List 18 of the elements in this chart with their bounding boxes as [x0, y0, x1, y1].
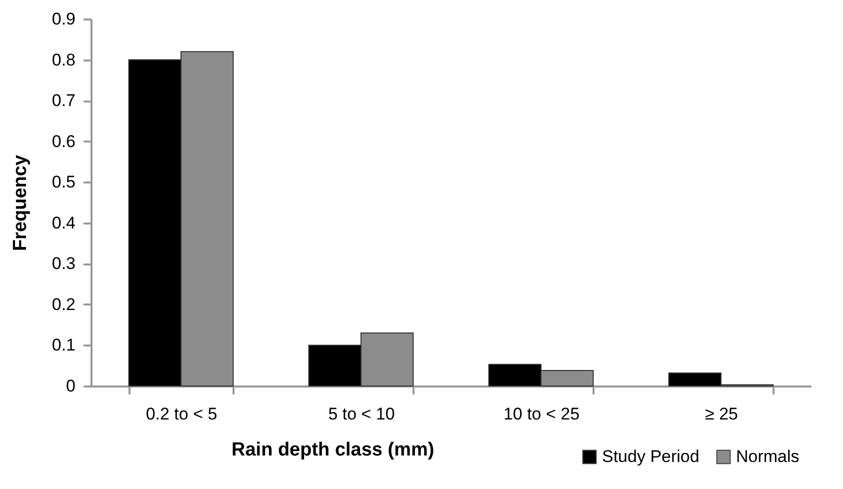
- y-tick-label: 0.1: [52, 336, 76, 355]
- x-tick-label: 5 to < 10: [328, 404, 395, 424]
- y-tick-label: 0.4: [52, 213, 76, 232]
- y-tick-label: 0.8: [52, 50, 76, 70]
- legend-label: Normals: [736, 446, 800, 466]
- x-tick-label: 10 to < 25: [503, 404, 580, 424]
- y-tick-label: 0: [66, 376, 76, 396]
- y-tick-label: 0.6: [52, 132, 76, 151]
- y-tick-label: 0.7: [52, 91, 76, 110]
- x-tick-label: ≥ 25: [705, 404, 738, 424]
- y-axis-title: Frequency: [10, 154, 31, 252]
- y-tick-label: 0.9: [52, 10, 76, 28]
- legend-label: Study Period: [602, 446, 700, 466]
- x-axis-title: Rain depth class (mm): [232, 440, 434, 460]
- y-tick-label: 0.5: [52, 172, 76, 192]
- y-tick-label: 0.2: [52, 294, 76, 314]
- x-tick-label: 0.2 to < 5: [146, 404, 218, 424]
- y-tick-label: 0.3: [52, 254, 76, 274]
